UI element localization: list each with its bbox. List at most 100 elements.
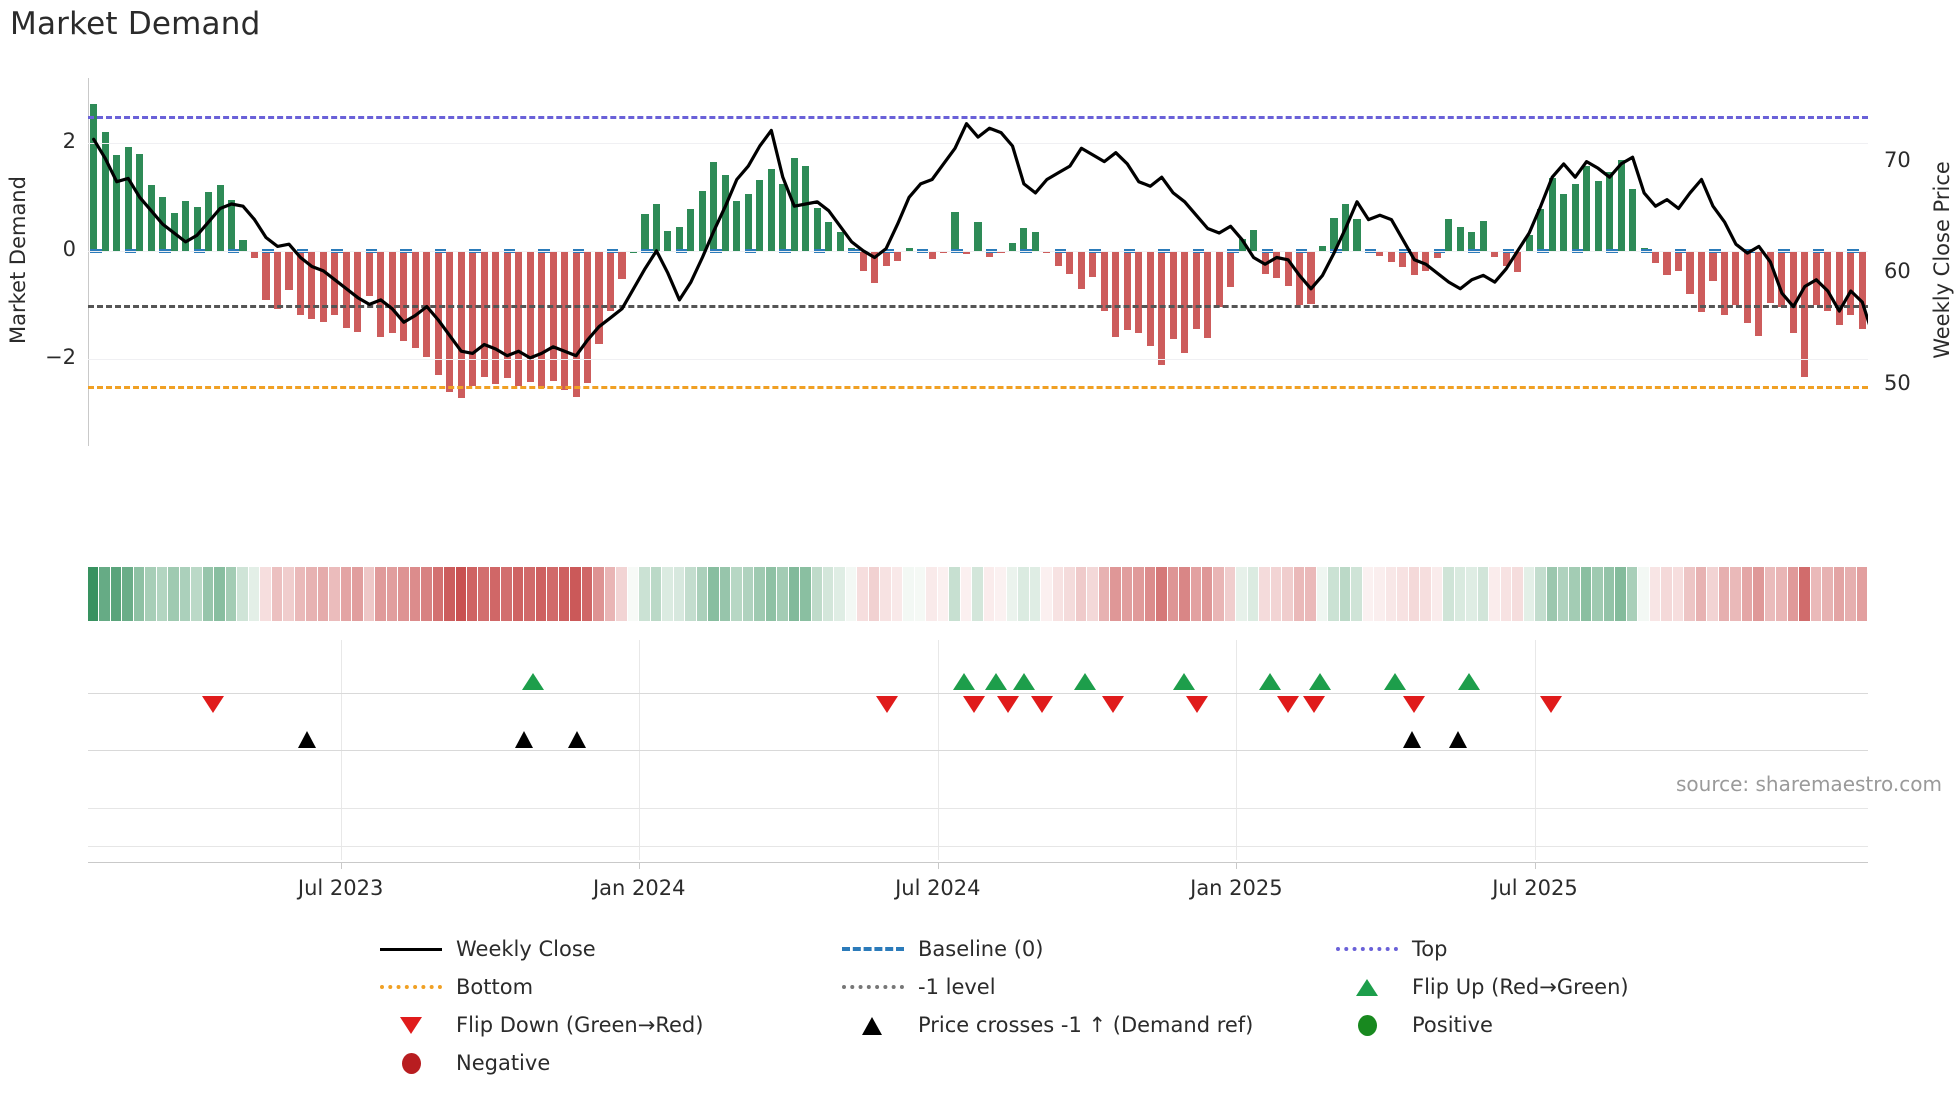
flip-down-marker [1403,696,1426,713]
legend-key [1334,1014,1400,1036]
demand-bar [790,158,798,252]
heat-cell [1684,567,1695,621]
legend-label: Flip Up (Red→Green) [1412,975,1629,999]
demand-bar [480,251,488,377]
demand-bar [1146,251,1154,347]
demand-bar [411,251,419,348]
heat-cell [1431,567,1443,621]
heat-cell [1351,567,1362,621]
demand-bar [1583,165,1591,252]
demand-bar [205,191,213,252]
flip-down-triangle-icon [400,1017,422,1034]
legend-item-flip-down[interactable]: Flip Down (Green→Red) [378,1013,840,1037]
heat-cell [1833,567,1845,621]
legend-item-baseline[interactable]: Baseline (0) [840,937,1334,961]
heat-cell [1362,567,1374,621]
demand-bar [928,251,936,259]
heat-cell [891,567,903,621]
demand-bar [423,251,431,358]
heat-cell [949,567,960,621]
heat-cell [1489,567,1500,621]
heat-cell [478,567,489,621]
demand-bar [1525,234,1533,252]
demand-bar [170,213,178,252]
heat-cell [1236,567,1247,621]
heat-cell [1167,567,1179,621]
heat-cell [1822,567,1833,621]
heat-cell [1224,567,1236,621]
flip-marker-row [88,673,1868,713]
heat-cell [1293,567,1305,621]
heat-cell [1006,567,1018,621]
heat-cell [1500,567,1512,621]
demand-bar [583,251,592,384]
demand-bar [1801,251,1809,377]
legend-item-bottom[interactable]: Bottom [378,975,840,999]
flip-up-marker [952,673,975,690]
heat-cell [742,567,754,621]
heat-cell [421,567,432,621]
demand-bar [1307,251,1315,305]
demand-bar [836,231,844,252]
demand-bar [1594,180,1602,252]
legend-item-top[interactable]: Top [1334,937,1798,961]
heat-cell [995,567,1006,621]
legend-key [840,938,906,960]
y-axis-right-tick: 70 [1884,147,1911,172]
legend-item-negative[interactable]: Negative [378,1051,840,1075]
demand-bar [1181,251,1189,353]
demand-bar [1445,218,1453,252]
heat-cell [156,567,168,621]
legend-item-price-crosses-neg1[interactable]: Price crosses -1 ↑ (Demand ref) [840,1013,1334,1037]
heat-cell [122,567,133,621]
legend-key [378,938,444,960]
heat-cell [168,567,179,621]
demand-bar [1617,160,1625,252]
heat-cell [145,567,156,621]
gridline [88,251,1868,253]
heat-cell [1695,567,1707,621]
x-tick-label: Jan 2025 [1190,876,1283,900]
heat-cell [914,567,926,621]
heat-cell [1523,567,1535,621]
negative-dot-icon [402,1053,421,1074]
heat-cell [1592,567,1603,621]
demand-bar [859,251,867,271]
legend-item-positive[interactable]: Positive [1334,1013,1798,1037]
demand-bar [779,184,787,252]
flip-up-marker [1013,673,1036,690]
demand-bar [1295,251,1304,306]
demand-bar [1410,251,1418,275]
x-tick-mark [937,862,939,869]
legend-item-flip-up[interactable]: Flip Up (Red→Green) [1334,975,1798,999]
heat-cell [754,567,765,621]
heat-cell [283,567,294,621]
demand-bar [354,251,362,333]
demand-bar [492,251,500,385]
heat-cell [444,567,455,621]
positive-dot-icon [1358,1015,1377,1036]
flip-up-marker [1308,673,1331,690]
legend-key [840,976,906,998]
demand-bar [1479,220,1487,252]
heat-cell [1201,567,1213,621]
heat-cell [1546,567,1557,621]
demand-bar [1077,251,1085,290]
demand-bar [1273,251,1281,279]
y-axis-right-label: Weekly Close Price [1930,161,1954,359]
demand-bar [1858,251,1866,330]
chart-legend: Weekly Close Baseline (0) Top Bottom -1 leve… [378,930,1798,1082]
demand-bar [365,251,373,296]
demand-bar [308,251,316,319]
legend-item-weekly-close[interactable]: Weekly Close [378,937,840,961]
demand-bar [388,251,396,334]
x-tick-mark [639,862,641,869]
legend-item-neg1-level[interactable]: -1 level [840,975,1334,999]
flip-down-marker [1031,696,1054,713]
neg1-line-swatch [842,985,904,989]
demand-bar [526,251,534,383]
demand-bar [595,251,603,345]
heat-cell [1374,567,1385,621]
gridline [88,142,1868,144]
